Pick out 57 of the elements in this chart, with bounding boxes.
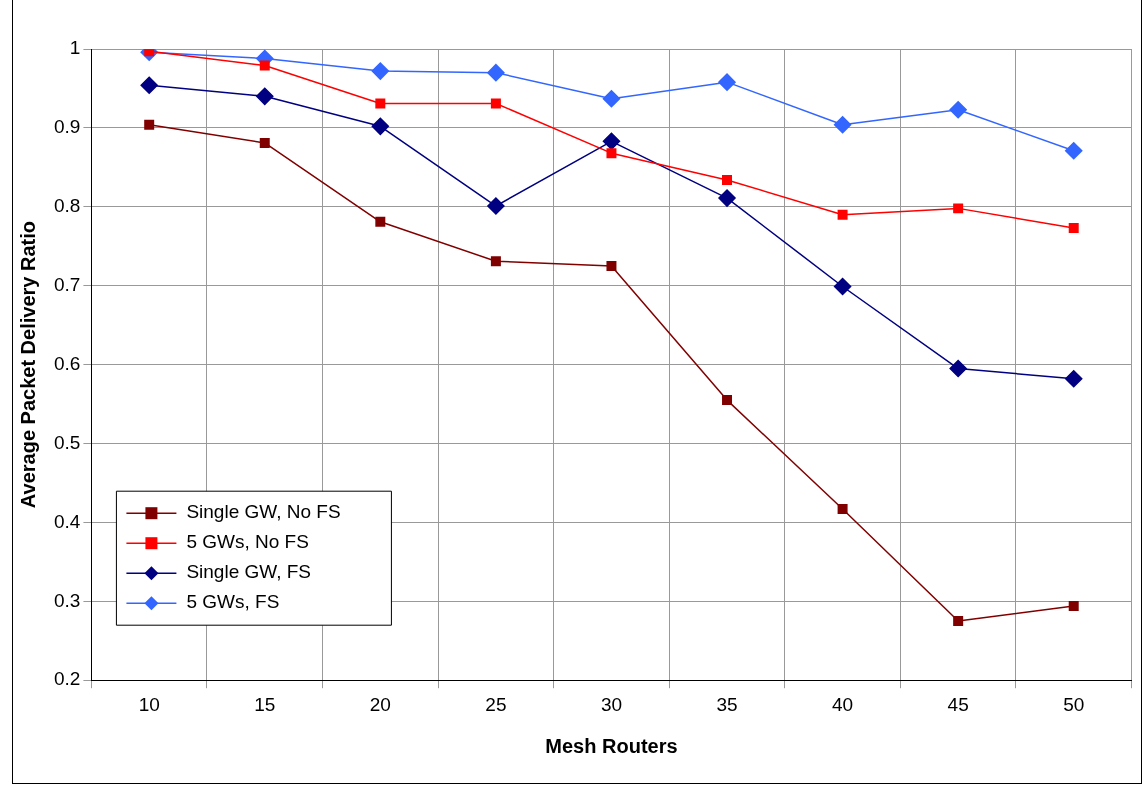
x-tick-label: 45 [947, 693, 969, 715]
x-tick-label: 20 [369, 693, 391, 715]
point [140, 76, 158, 95]
y-tick-label: 0.5 [53, 431, 81, 453]
point [259, 137, 270, 148]
x-tick-label: 50 [1063, 693, 1085, 715]
point [487, 197, 505, 215]
point [487, 63, 505, 82]
y-tick-label: 0.4 [53, 510, 81, 532]
point [837, 209, 848, 220]
point [1068, 223, 1079, 234]
x-tick-label: 10 [138, 693, 160, 715]
y-tick-label: 0.6 [53, 352, 81, 374]
point [953, 203, 964, 214]
point [256, 87, 274, 106]
point [490, 98, 501, 109]
point [371, 117, 390, 136]
point [144, 119, 155, 130]
y-tick-label: 0.2 [53, 668, 81, 690]
point [1068, 601, 1079, 612]
point [833, 115, 852, 134]
point [718, 189, 736, 207]
legend-label: Single GW, No FS [186, 501, 341, 523]
x-tick-label: 15 [254, 693, 276, 715]
point [1064, 142, 1083, 160]
point [833, 277, 852, 296]
point [837, 503, 848, 514]
point [949, 359, 967, 378]
point [953, 616, 964, 627]
legend-label: 5 GWs, No FS [186, 531, 309, 553]
x-tick-label: 30 [600, 693, 623, 715]
point [490, 256, 501, 267]
x-tick-label: 40 [832, 693, 854, 715]
point [259, 60, 270, 71]
legend-label: Single GW, FS [186, 561, 312, 583]
point [606, 148, 617, 159]
y-axis-title: Average Packet Delivery Ratio [16, 221, 39, 509]
x-tick-label: 35 [716, 693, 738, 715]
y-tick-label: 0.3 [53, 589, 81, 611]
point [375, 216, 386, 227]
point [718, 73, 736, 91]
point [949, 101, 967, 119]
x-tick-label: 25 [485, 693, 507, 715]
y-tick-label: 0.7 [53, 273, 81, 295]
point [602, 132, 621, 151]
point [722, 395, 733, 406]
x-axis-title: Mesh Routers [545, 734, 678, 757]
point [371, 62, 390, 80]
point [375, 98, 386, 109]
y-tick-label: 0.9 [53, 116, 81, 138]
y-tick-label: 1 [69, 37, 81, 59]
point [602, 89, 621, 108]
point [606, 260, 617, 271]
y-tick-label: 0.8 [53, 195, 81, 217]
point [722, 174, 733, 185]
legend-label: 5 GWs, FS [186, 591, 280, 613]
point [1064, 370, 1083, 388]
